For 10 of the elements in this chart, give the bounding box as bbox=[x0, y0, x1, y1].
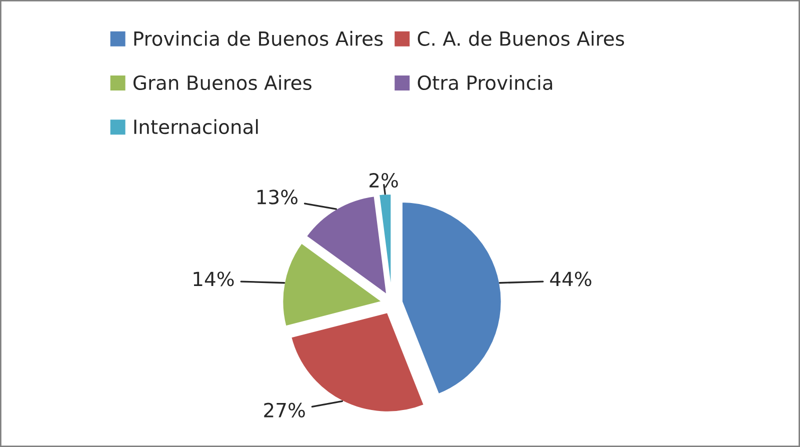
legend-label: Internacional bbox=[134, 119, 258, 134]
legend-label: Gran Buenos Aires bbox=[134, 75, 312, 90]
data-label: 14% bbox=[194, 272, 234, 286]
data-label: 27% bbox=[264, 402, 305, 418]
data-label: 44% bbox=[550, 272, 592, 286]
legend-label: Otra Provincia bbox=[418, 75, 552, 90]
legend-label: C. A. de Buenos Aires bbox=[418, 30, 624, 46]
data-label: 2% bbox=[370, 172, 398, 188]
legend-label: Provincia de Buenos Aires bbox=[134, 30, 383, 46]
data-label: 13% bbox=[257, 190, 298, 204]
